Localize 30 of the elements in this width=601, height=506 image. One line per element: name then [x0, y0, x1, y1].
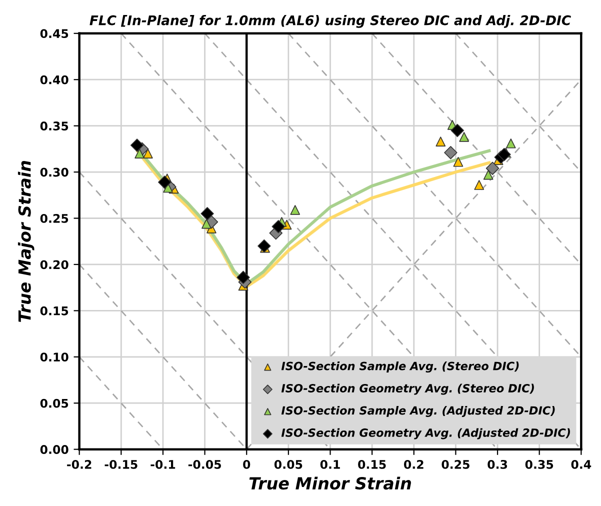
y-tick-label: 0.30 [40, 168, 68, 177]
x-tick-label: -0.1 [150, 460, 176, 469]
chart-title: FLC [In-Plane] for 1.0mm (AL6) using Stereo DIC and Adj. 2D-DIC [90, 15, 571, 28]
x-tick-label: 0 [243, 460, 250, 469]
y-tick-label: 0.45 [40, 29, 68, 38]
x-tick-label: 0.05 [274, 460, 302, 469]
y-tick-label: 0.25 [40, 214, 68, 223]
x-tick-label: -0.05 [188, 460, 221, 469]
x-tick-label: -0.2 [67, 460, 92, 469]
x-tick-label: 0.4 [571, 460, 592, 469]
legend-label: ISO-Section Sample Avg. (Adjusted 2D-DIC) [281, 406, 555, 417]
x-axis-title: True Minor Strain [249, 476, 411, 490]
y-tick-label: 0.15 [40, 306, 68, 316]
y-tick-label: 0.20 [40, 260, 68, 270]
x-tick-label: 0.2 [404, 460, 424, 469]
y-tick-label: 0.10 [40, 352, 68, 362]
x-tick-label: 0.15 [358, 460, 386, 469]
x-tick-label: -0.15 [104, 460, 138, 469]
legend-label: ISO-Section Geometry Avg. (Stereo DIC) [281, 384, 534, 395]
y-axis-title: True Major Strain [18, 160, 34, 322]
x-tick-label: 0.3 [488, 460, 508, 469]
x-tick-label: 0.35 [525, 460, 554, 469]
x-tick-label: 0.25 [442, 460, 470, 469]
legend-label: ISO-Section Sample Avg. (Stereo DIC) [281, 362, 519, 373]
y-tick-label: 0.05 [40, 398, 68, 408]
y-tick-label: 0.35 [40, 122, 68, 130]
y-tick-label: 0.40 [40, 75, 68, 84]
y-tick-label: 0.00 [40, 445, 68, 454]
legend-label: ISO-Section Geometry Avg. (Adjusted 2D-DIC) [281, 428, 570, 440]
x-tick-label: 0.1 [320, 460, 340, 469]
